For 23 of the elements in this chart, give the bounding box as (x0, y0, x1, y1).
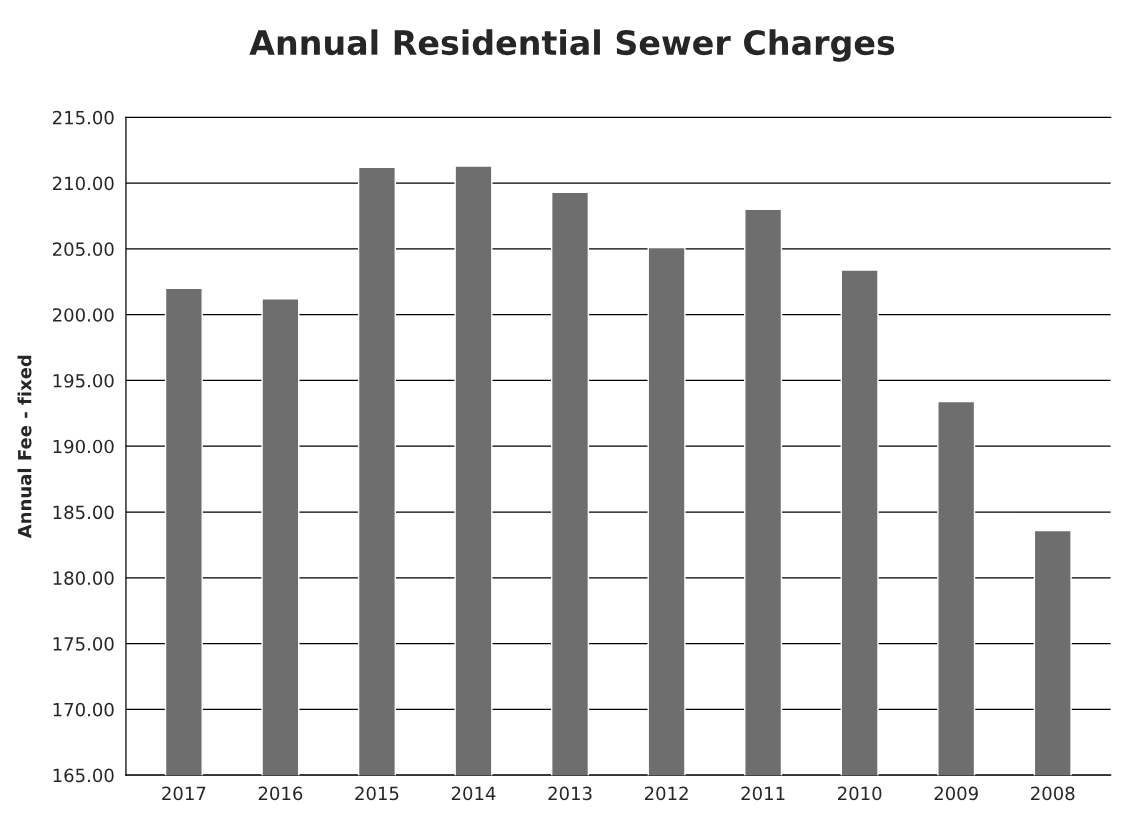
y-tick-label: 190.00 (53, 439, 114, 454)
y-tick-label: 175.00 (53, 637, 114, 651)
y-tick-label: 200.00 (52, 308, 114, 322)
x-tick-label: 2011 (741, 786, 785, 801)
y-tick-label: 185.00 (53, 505, 114, 520)
chart-title: Annual Residential Sewer Charges (249, 29, 895, 62)
x-tick-label: 2014 (451, 786, 496, 801)
y-tick-label: 180.00 (53, 571, 114, 585)
x-tick-label: 2016 (258, 786, 303, 801)
x-tick-label: 2013 (548, 786, 592, 801)
x-tick-label: 2008 (1031, 786, 1075, 801)
y-tick-label: 165.00 (53, 768, 114, 783)
x-tick-label: 2010 (838, 786, 882, 801)
y-tick-label: 195.00 (53, 373, 114, 388)
x-tick-label: 2012 (644, 786, 688, 801)
x-tick-label: 2009 (934, 786, 978, 801)
x-tick-label: 2017 (162, 786, 206, 801)
y-tick-label: 205.00 (52, 242, 114, 256)
y-tick-label: 170.00 (53, 702, 114, 717)
x-tick-label: 2015 (355, 786, 399, 801)
y-tick-label: 215.00 (52, 110, 114, 125)
y-tick-label: 210.00 (52, 176, 114, 191)
y-axis-title: Annual Fee - fixed (17, 355, 32, 539)
